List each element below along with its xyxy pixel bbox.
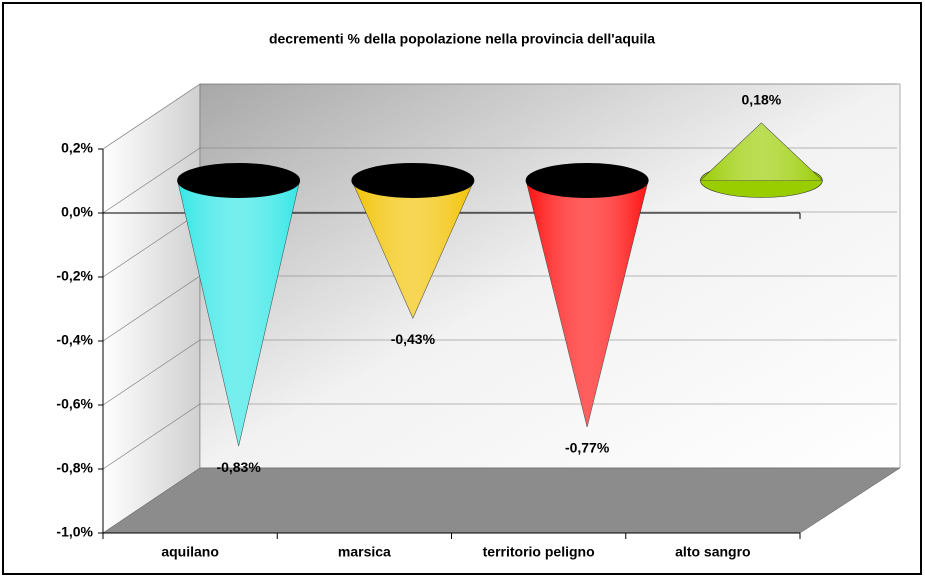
grid-line bbox=[102, 339, 201, 406]
y-tick-label: -0,8% bbox=[56, 460, 93, 476]
cone-top bbox=[177, 163, 301, 198]
floor bbox=[102, 467, 901, 534]
chart-title: decrementi % della popolazione nella pro… bbox=[269, 31, 655, 47]
x-tick-label: marsica bbox=[338, 544, 391, 560]
grid-line bbox=[102, 211, 201, 278]
grid-line bbox=[102, 83, 201, 150]
y-tick-label: -1,0% bbox=[56, 524, 93, 540]
grid-line bbox=[102, 403, 201, 470]
x-tick-label: alto sangro bbox=[675, 544, 750, 560]
y-tick-label: 0,0% bbox=[61, 204, 93, 220]
y-tick-label: -0,2% bbox=[56, 268, 93, 284]
value-label: 0,18% bbox=[742, 92, 782, 108]
value-label: -0,77% bbox=[565, 440, 610, 456]
grid-line bbox=[102, 275, 201, 342]
y-tick-label: -0,4% bbox=[56, 332, 93, 348]
cone-top bbox=[351, 163, 475, 198]
cone-shade bbox=[526, 180, 649, 427]
value-label: -0,43% bbox=[391, 331, 436, 347]
x-tick-label: aquilano bbox=[161, 544, 219, 560]
x-tick-label: territorio peligno bbox=[483, 544, 595, 560]
grid-line bbox=[102, 467, 201, 534]
cone-shade bbox=[351, 180, 474, 319]
value-label: -0,83% bbox=[216, 459, 261, 475]
y-tick-label: 0,2% bbox=[61, 140, 93, 156]
grid-line bbox=[102, 147, 201, 214]
cone-shade bbox=[700, 122, 823, 181]
cone-top bbox=[525, 163, 649, 198]
y-tick-label: -0,6% bbox=[56, 396, 93, 412]
cone-shade bbox=[177, 180, 300, 447]
